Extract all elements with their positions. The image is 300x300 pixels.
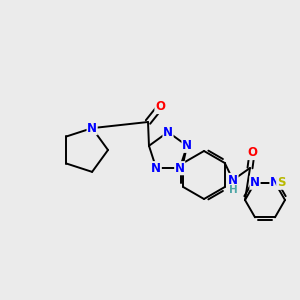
Text: S: S xyxy=(277,176,285,189)
Text: O: O xyxy=(155,100,165,113)
Text: N: N xyxy=(163,125,173,139)
Text: N: N xyxy=(250,176,260,189)
Text: H: H xyxy=(229,185,237,195)
Text: N: N xyxy=(151,162,161,175)
Text: O: O xyxy=(247,146,257,160)
Text: N: N xyxy=(182,139,192,152)
Text: N: N xyxy=(270,176,280,189)
Text: N: N xyxy=(87,122,97,135)
Text: N: N xyxy=(175,162,185,175)
Text: N: N xyxy=(228,173,238,187)
